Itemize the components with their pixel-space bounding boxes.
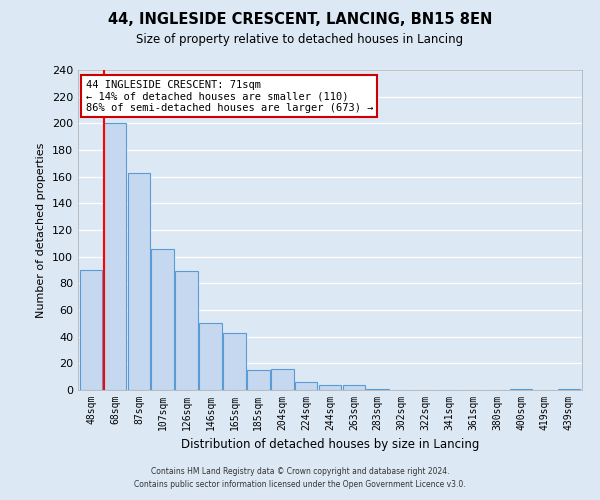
Text: 44 INGLESIDE CRESCENT: 71sqm
← 14% of detached houses are smaller (110)
86% of s: 44 INGLESIDE CRESCENT: 71sqm ← 14% of de… (86, 80, 373, 113)
Bar (295, 382, 317, 390)
Bar (199, 324, 222, 390)
Bar (151, 248, 174, 390)
Bar (271, 368, 293, 390)
Bar (175, 272, 198, 390)
Bar (367, 388, 389, 390)
Text: Contains HM Land Registry data © Crown copyright and database right 2024.: Contains HM Land Registry data © Crown c… (151, 467, 449, 476)
Bar (343, 384, 365, 390)
Bar (510, 388, 532, 390)
X-axis label: Distribution of detached houses by size in Lancing: Distribution of detached houses by size … (181, 438, 479, 452)
Bar (104, 124, 127, 390)
Bar (80, 270, 103, 390)
Text: Contains public sector information licensed under the Open Government Licence v3: Contains public sector information licen… (134, 480, 466, 489)
Bar (319, 384, 341, 390)
Bar (247, 370, 269, 390)
Text: 44, INGLESIDE CRESCENT, LANCING, BN15 8EN: 44, INGLESIDE CRESCENT, LANCING, BN15 8E… (108, 12, 492, 28)
Bar (128, 172, 150, 390)
Bar (223, 332, 246, 390)
Y-axis label: Number of detached properties: Number of detached properties (37, 142, 46, 318)
Text: Size of property relative to detached houses in Lancing: Size of property relative to detached ho… (136, 32, 464, 46)
Bar (557, 388, 580, 390)
